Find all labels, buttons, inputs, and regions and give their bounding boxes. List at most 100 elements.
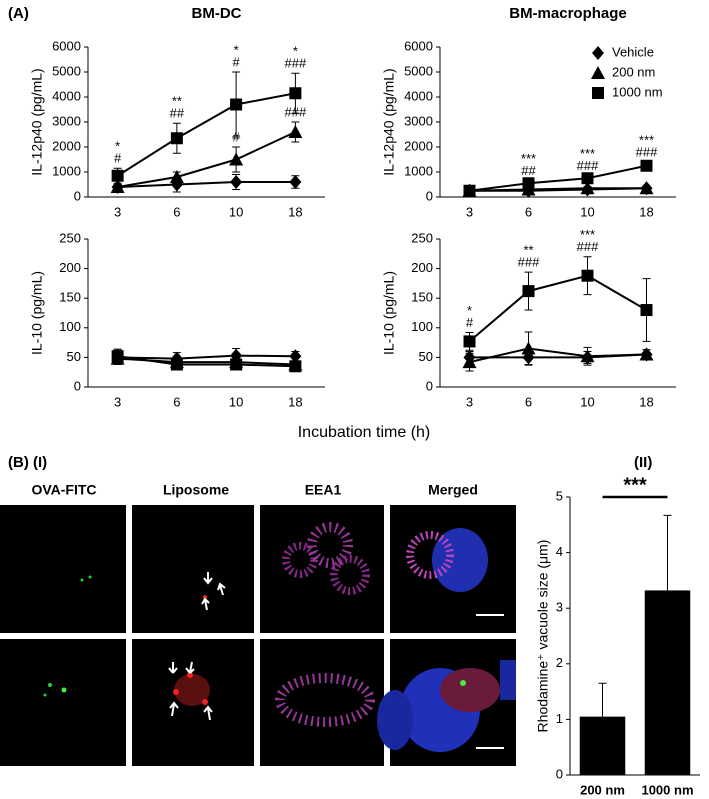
marker — [580, 349, 595, 363]
marker — [640, 159, 653, 172]
marker — [463, 335, 476, 348]
line — [468, 274, 648, 343]
chart-title: BM-DC — [192, 5, 242, 22]
x-axis-label: Incubation time (h) — [298, 424, 431, 441]
x-tick-label: 18 — [639, 394, 653, 409]
y-tick-label: 0 — [426, 378, 433, 393]
x-tick-label: 18 — [288, 394, 302, 409]
significance-label: ### — [577, 239, 599, 254]
y-tick-label: 200 — [411, 260, 433, 275]
panel-label: (A) — [8, 5, 29, 22]
marker — [581, 172, 594, 185]
marker — [462, 355, 477, 369]
legend-marker — [591, 66, 605, 79]
significance-label: ### — [285, 56, 307, 71]
y-axis-label: IL-12p40 (pg/mL) — [29, 68, 45, 175]
marker — [230, 175, 243, 189]
significance-label: *** — [580, 227, 595, 242]
error-bar — [663, 514, 672, 591]
line — [469, 347, 647, 364]
y-tick-label: 5000 — [52, 63, 81, 78]
line — [117, 92, 296, 177]
significance-label: ### — [577, 158, 599, 173]
legend-marker — [592, 87, 604, 99]
legend-label: Vehicle — [612, 44, 654, 59]
marker — [463, 184, 476, 197]
significance-label: *** — [623, 474, 647, 496]
x-tick-label: 10 — [229, 394, 243, 409]
marker — [170, 132, 183, 145]
x-tick-label: 10 — [580, 394, 594, 409]
marker — [289, 349, 302, 364]
x-tick-label: 1000 nm — [641, 782, 693, 797]
marker — [230, 98, 243, 111]
marker — [289, 175, 302, 189]
y-tick-label: 1 — [556, 711, 563, 726]
marker — [289, 87, 302, 100]
significance-label: * — [234, 42, 239, 57]
x-tick-label: 3 — [114, 204, 121, 219]
y-tick-label: 250 — [59, 230, 81, 245]
significance-label: ## — [521, 163, 536, 178]
significance-label: * — [467, 303, 472, 318]
significance-label: ### — [518, 255, 540, 270]
marker — [229, 152, 244, 166]
line — [469, 164, 647, 192]
significance-label: ** — [523, 243, 533, 258]
y-tick-label: 4 — [556, 544, 563, 559]
significance-label: ### — [636, 144, 658, 159]
y-tick-label: 6000 — [404, 38, 433, 53]
y-tick-label: 3000 — [52, 113, 81, 128]
y-tick-label: 1000 — [52, 163, 81, 178]
significance-label: * — [115, 139, 120, 154]
legend-marker — [592, 46, 604, 60]
micrograph — [132, 505, 254, 633]
micrograph — [260, 639, 384, 766]
marker — [170, 358, 183, 371]
line — [117, 354, 296, 360]
image-column-label: EEA1 — [305, 482, 342, 498]
x-tick-label: 10 — [229, 204, 243, 219]
y-tick-label: 150 — [411, 290, 433, 305]
error-bar — [598, 682, 607, 717]
y-tick-label: 6000 — [52, 38, 81, 53]
marker — [522, 285, 535, 298]
marker — [111, 169, 124, 182]
y-tick-label: 2000 — [52, 138, 81, 153]
y-tick-label: 4000 — [52, 88, 81, 103]
marker — [522, 177, 535, 190]
y-tick-label: 100 — [59, 319, 81, 334]
x-tick-label: 6 — [173, 204, 180, 219]
panel-label: (II) — [634, 454, 652, 471]
significance-label: # — [233, 54, 241, 69]
y-axis-label: IL-10 (pg/mL) — [381, 271, 397, 355]
y-tick-label: 100 — [411, 319, 433, 334]
significance-label: ## — [170, 106, 185, 121]
legend-label: 1000 nm — [612, 84, 663, 99]
marker — [581, 269, 594, 282]
y-tick-label: 0 — [426, 188, 433, 203]
y-tick-label: 2000 — [404, 138, 433, 153]
significance-label: # — [466, 315, 474, 330]
x-tick-label: 18 — [639, 204, 653, 219]
marker — [639, 181, 654, 195]
micrograph — [260, 505, 384, 633]
chart-title: BM-macrophage — [509, 5, 627, 22]
x-tick-label: 3 — [114, 394, 121, 409]
legend-label: 200 nm — [612, 64, 655, 79]
marker — [521, 341, 536, 355]
y-tick-label: 3000 — [404, 113, 433, 128]
y-tick-label: 50 — [67, 349, 81, 364]
y-axis-label: IL-12p40 (pg/mL) — [381, 68, 397, 175]
micrograph — [0, 639, 126, 766]
image-column-label: Liposome — [163, 482, 229, 498]
line — [117, 131, 296, 188]
x-tick-label: 6 — [525, 394, 532, 409]
significance-label: *** — [521, 151, 536, 166]
marker — [640, 304, 653, 317]
marker — [639, 347, 654, 361]
y-tick-label: 5 — [556, 488, 563, 503]
marker — [230, 358, 243, 371]
micrographs — [0, 505, 516, 766]
